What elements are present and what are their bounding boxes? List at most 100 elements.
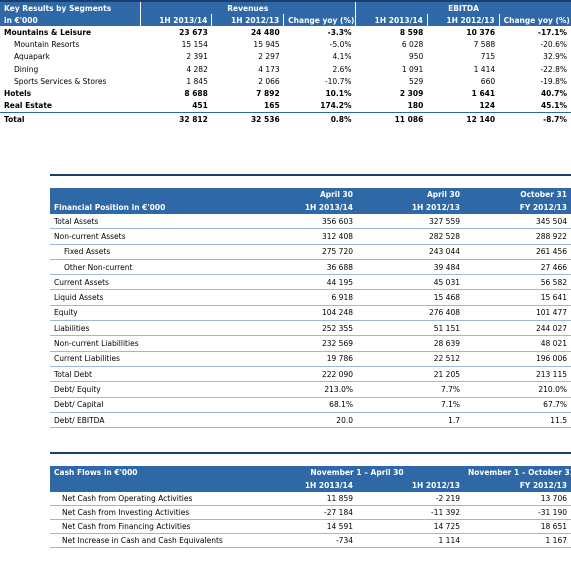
header-row: Cash Flows in €'000 November 1 – April 30… [50, 466, 571, 479]
cell: 10 376 [466, 27, 496, 37]
row: Liabilities 252 355 51 151 244 027 [50, 320, 571, 337]
cell: 11 859 [250, 492, 357, 506]
cell: 56 582 [464, 274, 571, 291]
cell: 327 559 [357, 214, 464, 230]
cell: 11 086 [355, 112, 428, 126]
row: Sports Services & Stores 1 845 2 066 -10.7%… [0, 75, 571, 87]
row-label: Aquapark [14, 52, 50, 62]
cell: 261 456 [464, 244, 571, 260]
cell: 7.1% [357, 397, 464, 413]
cell: -27 184 [250, 505, 357, 520]
cell: 28 639 [357, 335, 464, 352]
row: Net Cash from Financing Activities 14 591… [50, 519, 571, 534]
cell: -17.1% [537, 27, 567, 37]
cell: 32.9% [543, 52, 567, 62]
row: Debt/ Capital 68.1% 7.1% 67.7% [50, 397, 571, 413]
row-label: Total Assets [50, 214, 250, 230]
cell: 39 484 [357, 259, 464, 276]
row: Total Assets 356 603 327 559 345 504 [50, 214, 571, 230]
cell: 2.6% [332, 64, 352, 74]
row-label: Mountain Resorts [14, 39, 80, 49]
column-header: FY 2012/13 [464, 479, 571, 492]
row: Other Non-current 36 688 39 484 27 466 [50, 259, 571, 276]
column-header: 1H 2013/14 [139, 14, 212, 26]
cell: 222 090 [250, 366, 357, 383]
row-label: Hotels [4, 89, 32, 99]
cell: 10.1% [325, 89, 352, 99]
cell: 2 391 [186, 52, 208, 62]
row-label: Current Liabilities [50, 351, 250, 367]
cell: 18 651 [464, 519, 571, 534]
row-label: Total [0, 112, 141, 126]
cell: 6 028 [401, 39, 424, 49]
cell: 232 569 [250, 335, 357, 352]
row: Net Cash from Investing Activities -27 18… [50, 505, 571, 520]
header-row: in €'000 1H 2013/14 1H 2012/13 Change yoy (… [0, 14, 571, 26]
cell: 180 [407, 101, 424, 111]
row: Dining 4 282 4 173 2.6% 1 091 1 414 -22.8% [0, 63, 571, 75]
segments-table: Key Results by Segments Revenues EBITDA in … [0, 0, 571, 126]
cell: 14 591 [250, 519, 357, 534]
financial-table: April 30 April 30 October 31 Financial Posi… [50, 188, 571, 429]
cell: -5.0% [329, 39, 352, 49]
segments-section: Key Results by Segments Revenues EBITDA in … [0, 0, 571, 126]
cell: 32 536 [211, 112, 284, 126]
cell: 210.0% [464, 381, 571, 398]
cell: 451 [192, 101, 208, 111]
row: Real Estate 451 165 174.2% 180 124 45.1% [0, 100, 571, 113]
header-row: April 30 April 30 October 31 [50, 188, 571, 201]
cell: 24 480 [250, 27, 280, 37]
row-label: Sports Services & Stores [14, 76, 107, 86]
cell: 15 945 [253, 39, 280, 49]
row-label: Current Assets [50, 274, 250, 291]
group-header: Revenues [139, 0, 356, 14]
date-header: April 30 [250, 188, 357, 201]
cell: 1 114 [357, 533, 464, 548]
row-label: Other Non-current [50, 259, 250, 276]
row-label: Net Cash from Operating Activities [50, 492, 250, 506]
cell: 312 408 [250, 228, 357, 245]
cell: 288 922 [464, 228, 571, 245]
cell: 45.1% [540, 101, 567, 111]
row: Current Liabilities 19 786 22 512 196 006 [50, 351, 571, 367]
blank [50, 479, 250, 492]
column-header: Change yoy (%) [498, 14, 571, 26]
column-header: 1H 2013/14 [355, 14, 428, 26]
cell: 40.7% [540, 89, 567, 99]
cell: 101 477 [464, 305, 571, 322]
table-title: Financial Position in €'000 [50, 201, 250, 214]
row: Net Cash from Operating Activities 11 859… [50, 492, 571, 506]
cell: 715 [480, 52, 496, 62]
cell: 36 688 [250, 259, 357, 276]
rule [50, 174, 571, 176]
cell: 14 725 [357, 519, 464, 534]
cell: 19 786 [250, 351, 357, 367]
date-header: April 30 [357, 188, 464, 201]
cell: 4 282 [186, 64, 208, 74]
blank [50, 188, 250, 201]
cell: -8.7% [499, 112, 571, 126]
cell: 7 892 [256, 89, 280, 99]
row-label: Equity [50, 305, 250, 322]
cell: 45 031 [357, 274, 464, 291]
cell: 124 [479, 101, 496, 111]
cell: 4.1% [332, 52, 352, 62]
column-header: 1H 2012/13 [357, 201, 464, 214]
cell: -22.8% [540, 64, 567, 74]
period-header: November 1 – April 30 [250, 466, 464, 479]
cell: 244 027 [464, 320, 571, 337]
cell: 23 673 [179, 27, 208, 37]
row: Non-current Assets 312 408 282 528 288 922 [50, 228, 571, 245]
row-label: Non-current Assets [50, 228, 250, 245]
row: Non-current Liabillities 232 569 28 639 48 … [50, 335, 571, 352]
column-header: 1H 2012/13 [357, 479, 464, 492]
cell: -734 [250, 533, 357, 548]
row: Net Increase in Cash and Cash Equivalent… [50, 533, 571, 548]
row: Total 32 812 32 536 0.8% 11 086 12 140 -8.7% [0, 112, 571, 126]
column-header: FY 2012/13 [464, 201, 571, 214]
row-label: Liabilities [50, 320, 250, 337]
cell: 252 355 [250, 320, 357, 337]
cell: 529 [408, 76, 424, 86]
cell: 20.0 [250, 412, 357, 429]
cell: 356 603 [250, 214, 357, 230]
